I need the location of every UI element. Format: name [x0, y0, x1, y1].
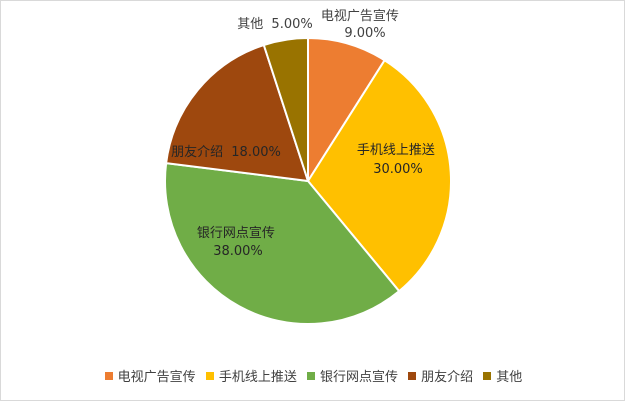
legend-item-bank: 银行网点宣传 [306, 366, 398, 385]
legend-label: 朋友介绍 [421, 370, 474, 385]
legend-swatch [104, 372, 113, 380]
legend-swatch [408, 372, 417, 380]
pie-slice [164, 161, 401, 325]
pie-slice [262, 36, 309, 182]
legend-label: 手机线上推送 [218, 370, 297, 385]
label-bank: 银行网点宣传 38.00% [197, 225, 279, 259]
legend-swatch [205, 372, 214, 380]
legend-item-mobile: 手机线上推送 [205, 366, 297, 385]
label-tv: 电视广告宣传 9.00% [321, 8, 403, 41]
pie-slices [164, 36, 452, 325]
label-mobile: 手机线上推送 30.00% [357, 143, 439, 177]
pie-slice [307, 36, 387, 185]
legend: 电视广告宣传 手机线上推送 银行网点宣传 朋友介绍 其他 [0, 366, 627, 385]
legend-item-friend: 朋友介绍 [408, 366, 473, 385]
legend-swatch [483, 372, 492, 380]
legend-swatch [306, 372, 315, 380]
legend-item-tv: 电视广告宣传 [104, 366, 196, 385]
legend-label: 电视广告宣传 [117, 370, 196, 385]
label-other: 其他 5.00% [237, 17, 312, 32]
legend-label: 银行网点宣传 [319, 370, 398, 385]
pie-slice [306, 58, 452, 293]
legend-item-other: 其他 [483, 366, 522, 385]
pie-slice [165, 43, 310, 183]
label-friend: 朋友介绍 18.00% [171, 144, 281, 160]
legend-label: 其他 [496, 370, 523, 385]
